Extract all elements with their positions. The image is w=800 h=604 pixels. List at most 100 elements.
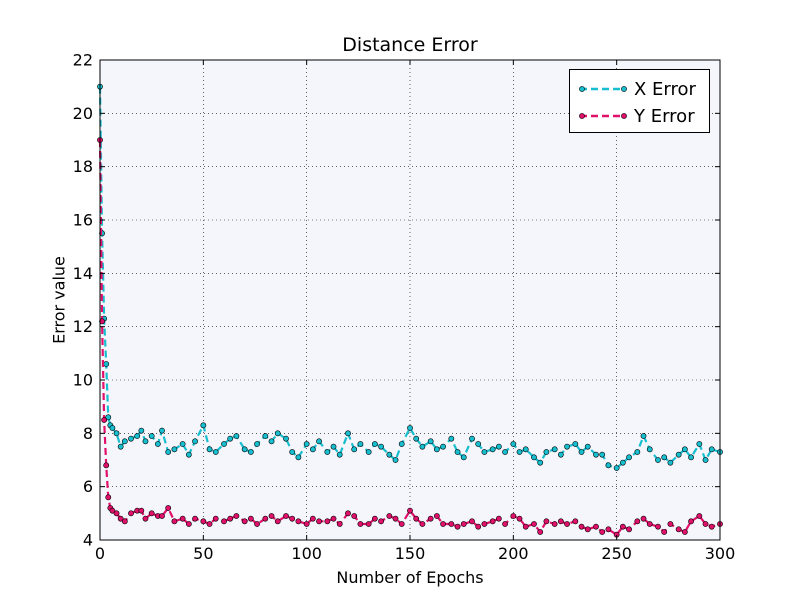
data-point-x-error bbox=[206, 446, 213, 453]
data-point-x-error bbox=[619, 459, 626, 466]
y-tick-label: 6 bbox=[83, 477, 93, 496]
data-point-y-error bbox=[138, 507, 145, 514]
data-point-x-error bbox=[103, 361, 110, 367]
data-point-x-error bbox=[200, 422, 207, 429]
y-tick-label: 16 bbox=[73, 211, 93, 230]
data-point-y-error bbox=[200, 518, 207, 525]
data-point-x-error bbox=[357, 441, 364, 447]
data-point-x-error bbox=[330, 443, 337, 450]
y-axis-label: Error value bbox=[49, 256, 69, 344]
data-point-y-error bbox=[619, 523, 626, 530]
data-point-x-error bbox=[578, 449, 585, 455]
data-point-x-error bbox=[702, 457, 709, 463]
data-point-x-error bbox=[613, 465, 620, 471]
data-point-x-error bbox=[128, 435, 134, 442]
chart-title: Distance Error bbox=[342, 34, 478, 56]
grid-lines bbox=[100, 60, 720, 540]
data-point-y-error bbox=[398, 521, 405, 527]
data-point-x-error bbox=[274, 430, 281, 437]
data-point-y-error bbox=[303, 521, 310, 527]
data-point-y-error bbox=[696, 513, 703, 519]
data-point-y-error bbox=[101, 417, 108, 423]
data-point-x-error bbox=[708, 446, 715, 453]
data-point-y-error bbox=[378, 518, 384, 525]
data-point-x-error bbox=[254, 441, 260, 447]
data-point-x-error bbox=[646, 446, 653, 453]
data-point-y-error bbox=[634, 518, 641, 525]
data-point-x-error bbox=[398, 441, 405, 447]
data-point-x-error bbox=[192, 438, 198, 445]
axis-ticks: 0 50 100 150 200 250 300 4 6 8 10 12 14 16 18 20 22 bbox=[73, 51, 736, 564]
data-point-x-error bbox=[440, 443, 446, 450]
data-point-y-error bbox=[564, 521, 570, 527]
data-point-x-error bbox=[557, 451, 564, 458]
data-point-y-error bbox=[407, 507, 413, 514]
data-point-x-error bbox=[134, 433, 141, 439]
data-point-y-error bbox=[99, 318, 105, 325]
x-tick-label: 0 bbox=[95, 544, 105, 563]
x-tick-label: 150 bbox=[395, 544, 426, 563]
legend-marker-y-error bbox=[621, 113, 627, 119]
data-point-y-error bbox=[392, 515, 399, 522]
data-point-x-error bbox=[309, 446, 316, 453]
data-point-x-error bbox=[584, 443, 591, 450]
data-point-x-error bbox=[316, 438, 322, 445]
data-point-x-error bbox=[688, 454, 694, 461]
data-point-x-error bbox=[283, 435, 289, 442]
x-tick-label: 200 bbox=[498, 544, 529, 563]
data-point-x-error bbox=[626, 454, 632, 461]
data-point-x-error bbox=[427, 438, 434, 445]
data-point-y-error bbox=[626, 526, 632, 533]
data-point-x-error bbox=[113, 430, 120, 437]
data-point-y-error bbox=[661, 529, 668, 535]
data-point-y-error bbox=[192, 515, 198, 522]
data-point-y-error bbox=[557, 518, 564, 525]
data-point-y-error bbox=[675, 526, 682, 533]
data-point-x-error bbox=[675, 451, 682, 458]
y-tick-label: 4 bbox=[83, 531, 93, 550]
data-point-y-error bbox=[357, 521, 364, 527]
x-tick-label: 250 bbox=[601, 544, 632, 563]
data-point-y-error bbox=[681, 529, 688, 535]
data-point-y-error bbox=[543, 518, 550, 525]
data-point-y-error bbox=[688, 518, 694, 525]
data-point-y-error bbox=[103, 462, 110, 469]
y-tick-label: 14 bbox=[73, 264, 93, 283]
data-point-x-error bbox=[351, 446, 358, 453]
data-point-y-error bbox=[117, 515, 124, 522]
data-point-x-error bbox=[413, 435, 420, 442]
legend-item-y-error: Y Error bbox=[570, 104, 709, 128]
data-point-x-error bbox=[365, 449, 372, 455]
data-point-y-error bbox=[109, 507, 116, 514]
data-point-x-error bbox=[117, 443, 124, 450]
data-point-x-error bbox=[502, 449, 508, 455]
data-point-y-error bbox=[295, 518, 302, 525]
x-tick-label: 50 bbox=[193, 544, 213, 563]
data-point-y-error bbox=[309, 515, 316, 522]
data-point-x-error bbox=[386, 451, 393, 458]
data-point-y-error bbox=[268, 513, 275, 519]
y-tick-label: 20 bbox=[73, 104, 93, 123]
data-point-y-error bbox=[489, 518, 496, 525]
data-point-x-error bbox=[324, 449, 331, 455]
data-point-x-error bbox=[138, 427, 145, 434]
data-point-y-error bbox=[185, 521, 192, 527]
data-point-y-error bbox=[212, 515, 219, 522]
data-point-x-error bbox=[448, 435, 455, 442]
data-point-y-error bbox=[572, 518, 579, 525]
y-tick-label: 18 bbox=[73, 157, 93, 176]
data-point-x-error bbox=[661, 454, 668, 461]
data-point-x-error bbox=[185, 451, 192, 458]
data-point-y-error bbox=[655, 523, 661, 530]
data-point-y-error bbox=[289, 515, 296, 522]
data-point-x-error bbox=[655, 457, 661, 463]
data-point-y-error bbox=[221, 518, 227, 525]
data-point-y-error bbox=[448, 521, 455, 527]
data-point-y-error bbox=[247, 515, 254, 522]
data-point-x-error bbox=[247, 449, 254, 455]
data-point-y-error bbox=[419, 521, 426, 527]
legend-marker-y-error bbox=[579, 113, 585, 119]
legend-swatch-y-error bbox=[579, 113, 627, 119]
